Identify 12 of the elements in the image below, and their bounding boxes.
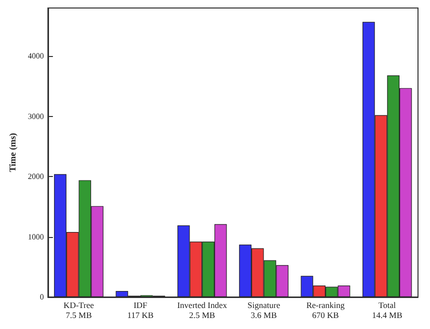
y-tick-label: 0 <box>40 292 44 302</box>
y-axis-title: Time (ms) <box>8 132 18 172</box>
x-tick-label: Total 14.4 MB <box>372 300 403 320</box>
y-tick-label: 1000 <box>28 232 44 242</box>
x-tick-label: Inverted Index 2.5 MB <box>177 300 228 320</box>
y-tick-label: 2000 <box>28 172 44 182</box>
x-tick-label: Signature 3.6 MB <box>248 300 280 320</box>
y-tick-label: 4000 <box>28 52 44 61</box>
y-tick-label: 3000 <box>28 112 44 121</box>
x-tick-label: Re-ranking 670 KB <box>306 300 346 320</box>
x-tick-label: KD-Tree 7.5 MB <box>64 300 94 320</box>
x-tick-label: IDF 117 KB <box>127 300 154 320</box>
